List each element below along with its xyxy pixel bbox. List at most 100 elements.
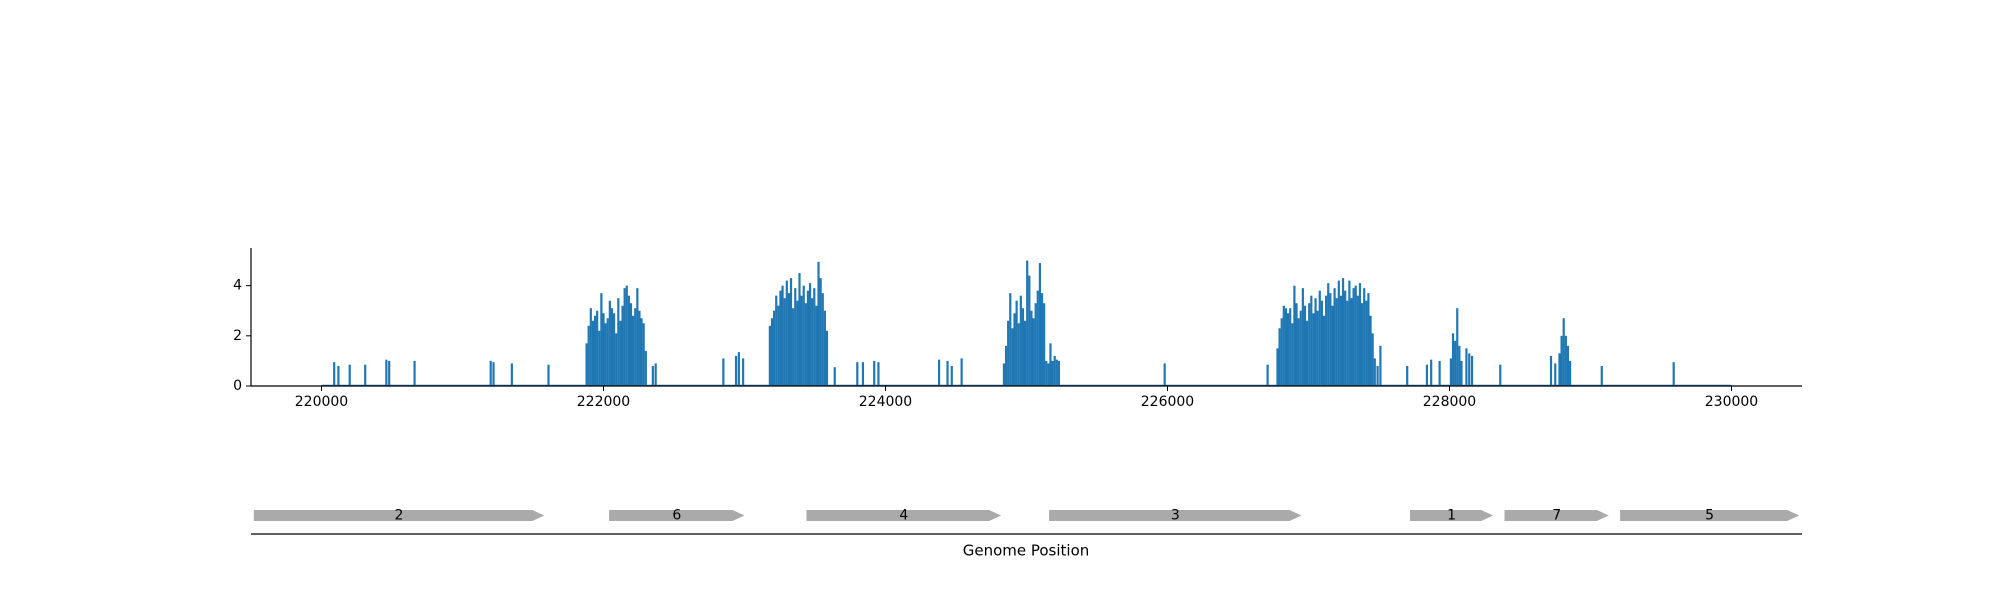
coverage-bar: [768, 325, 771, 386]
coverage-bar: [385, 359, 388, 386]
coverage-bar: [819, 278, 822, 386]
coverage-bar: [800, 295, 803, 386]
coverage-bar: [388, 360, 391, 386]
coverage-bar: [1318, 290, 1321, 386]
coverage-bar: [817, 261, 820, 386]
coverage-bar: [1015, 300, 1018, 386]
coverage-bar: [593, 315, 597, 386]
coverage-bar: [1344, 290, 1347, 386]
coverage-bar: [813, 288, 816, 386]
coverage-bar: [1554, 363, 1557, 386]
coverage-bar: [1358, 283, 1362, 386]
coverage-bar: [1289, 308, 1292, 386]
y-tick-label: 2: [233, 328, 242, 344]
coverage-bar: [610, 308, 614, 386]
coverage-bar: [602, 313, 605, 386]
gene-arrow: [253, 510, 545, 521]
coverage-bar: [1369, 315, 1372, 386]
coverage-bar: [1276, 348, 1279, 386]
coverage-bar: [1053, 355, 1056, 386]
coverage-bar: [1045, 360, 1048, 386]
coverage-bar: [629, 303, 633, 386]
coverage-bar: [591, 320, 595, 386]
gene-arrow: [1049, 510, 1302, 521]
coverage-bar: [606, 318, 609, 386]
gene-label: 6: [672, 508, 681, 524]
coverage-bar: [792, 308, 795, 386]
x-tick-label: 220000: [295, 394, 348, 410]
coverage-bar: [634, 308, 637, 386]
coverage-bar: [1049, 343, 1052, 386]
coverage-bar: [811, 298, 814, 386]
coverage-bar: [1002, 363, 1006, 386]
gene-label: 5: [1705, 508, 1714, 524]
y-tick-label: 4: [233, 278, 242, 294]
coverage-bar: [632, 315, 635, 386]
x-tick-label: 226000: [1141, 394, 1194, 410]
coverage-bar: [783, 298, 786, 386]
coverage-bar: [1026, 260, 1029, 386]
coverage-bar: [785, 280, 788, 386]
coverage-bar: [960, 358, 963, 386]
coverage-bar: [364, 364, 367, 386]
coverage-bar: [608, 300, 611, 386]
coverage-bar: [1451, 333, 1455, 386]
x-axis-title: Genome Position: [963, 542, 1090, 560]
coverage-bar: [856, 362, 859, 386]
coverage-bar: [587, 325, 590, 386]
coverage-bar: [625, 285, 628, 386]
coverage-bar: [621, 305, 624, 386]
coverage-bar: [1305, 320, 1309, 386]
coverage-bar: [806, 290, 810, 386]
coverage-bar: [770, 318, 774, 386]
coverage-bar: [1356, 295, 1359, 386]
coverage-bar: [640, 318, 643, 386]
coverage-bar: [1327, 283, 1330, 386]
x-tick-label: 228000: [1423, 394, 1476, 410]
coverage-bar: [651, 365, 654, 386]
coverage-bar: [1558, 353, 1561, 386]
coverage-bar: [1363, 288, 1366, 386]
coverage-bar: [877, 362, 880, 386]
coverage-bar: [1310, 295, 1313, 386]
coverage-bar: [794, 288, 797, 386]
coverage-bar: [1320, 300, 1323, 386]
coverage-bar: [1314, 298, 1317, 386]
x-tick-label: 222000: [577, 394, 630, 410]
gene-label: 4: [899, 508, 908, 524]
coverage-bar: [1004, 345, 1008, 386]
coverage-bar: [833, 367, 836, 386]
coverage-bar: [1339, 295, 1343, 386]
coverage-bar: [1600, 365, 1603, 386]
coverage-bar: [1019, 295, 1022, 386]
coverage-bar: [1468, 353, 1471, 386]
coverage-bar: [1028, 275, 1031, 386]
coverage-bar: [623, 288, 626, 386]
coverage-bar: [789, 278, 793, 386]
x-tick-label: 224000: [859, 394, 912, 410]
coverage-bar: [1560, 335, 1563, 386]
coverage-bar: [627, 295, 630, 386]
coverage-bar: [1430, 359, 1433, 386]
coverage-bar: [773, 310, 776, 386]
coverage-bar: [1350, 298, 1353, 386]
coverage-bar: [737, 352, 740, 386]
coverage-bar: [1348, 280, 1351, 386]
coverage-bar: [1322, 315, 1326, 386]
coverage-bar: [950, 365, 953, 386]
coverage-bar: [604, 323, 607, 386]
coverage-bar: [617, 298, 620, 386]
coverage-bar: [1011, 328, 1014, 386]
coverage-bar: [861, 362, 865, 386]
coverage-bar: [1297, 318, 1300, 386]
coverage-bar: [825, 330, 829, 386]
coverage-bar: [741, 358, 745, 386]
coverage-bar: [1460, 360, 1463, 386]
coverage-bar: [804, 303, 807, 386]
gene-arrow: [1410, 510, 1494, 521]
gene-arrow: [806, 510, 1002, 521]
coverage-bar: [1282, 305, 1285, 386]
coverage-bar: [1030, 310, 1033, 386]
coverage-bar: [492, 362, 495, 386]
